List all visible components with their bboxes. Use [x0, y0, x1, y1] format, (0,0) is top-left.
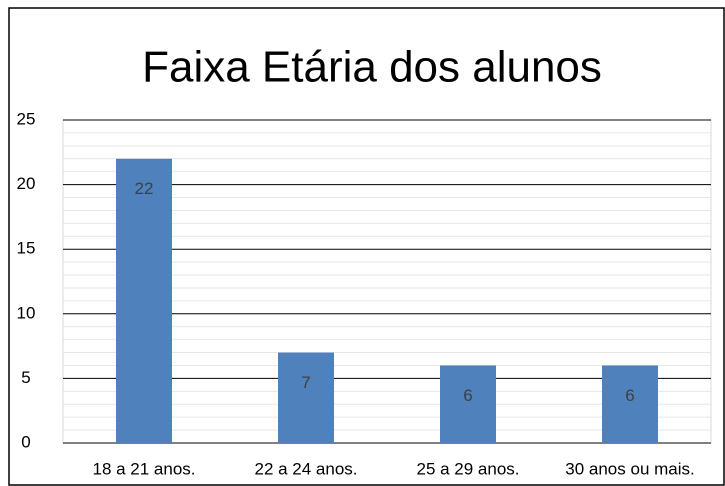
y-tick-label: 15	[17, 239, 36, 258]
x-tick-label: 22 a 24 anos.	[254, 459, 357, 478]
y-tick-label: 25	[17, 109, 36, 128]
bar	[440, 365, 496, 443]
data-label: 22	[135, 179, 154, 198]
data-label: 6	[625, 386, 634, 405]
bar	[278, 352, 334, 443]
y-tick-label: 0	[21, 432, 30, 451]
data-label: 7	[301, 373, 310, 392]
bar	[116, 158, 172, 443]
y-tick-label: 20	[17, 174, 36, 193]
bar	[602, 365, 658, 443]
x-tick-label: 18 a 21 anos.	[92, 459, 195, 478]
x-tick-label: 25 a 29 anos.	[416, 459, 519, 478]
x-tick-label: 30 anos ou mais.	[565, 459, 694, 478]
chart-title: Faixa Etária dos alunos	[142, 43, 602, 92]
y-tick-label: 10	[17, 303, 36, 322]
data-label: 6	[463, 386, 472, 405]
y-tick-label: 5	[21, 368, 30, 387]
